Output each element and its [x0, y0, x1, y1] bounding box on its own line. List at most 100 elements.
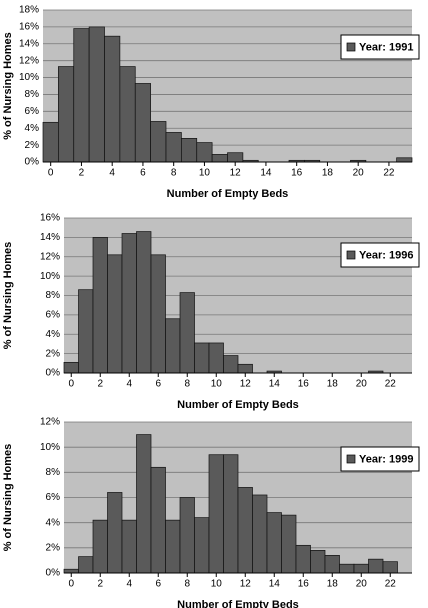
x-tick-label: 10 [199, 168, 211, 179]
bar [194, 517, 210, 574]
y-tick-label: 4% [46, 329, 61, 340]
bar [237, 487, 253, 574]
x-tick-label: 18 [327, 579, 339, 590]
bar [396, 157, 413, 163]
legend-swatch [346, 250, 356, 260]
legend-swatch [346, 42, 356, 52]
y-tick-label: 18% [19, 5, 39, 16]
y-axis-title: % of Nursing Homes [2, 32, 14, 140]
bar [73, 28, 90, 163]
bar [382, 561, 398, 574]
y-tick-label: 12% [19, 55, 39, 66]
x-tick-label: 14 [269, 579, 281, 590]
legend-swatch [346, 454, 356, 464]
bar [295, 544, 311, 574]
bar [121, 233, 137, 374]
x-axis-title: Number of Empty Beds [167, 188, 289, 200]
y-tick-label: 16% [40, 213, 60, 224]
x-tick-label: 4 [126, 379, 132, 390]
bar [92, 237, 108, 374]
x-tick-label: 12 [240, 379, 252, 390]
bar [165, 318, 181, 374]
bar [194, 342, 210, 374]
x-tick-label: 12 [230, 168, 242, 179]
y-tick-label: 16% [19, 22, 39, 33]
legend: Year: 1991 [340, 34, 420, 60]
x-tick-label: 8 [171, 168, 177, 179]
y-tick-label: 8% [46, 467, 61, 478]
y-tick-label: 2% [46, 542, 61, 553]
bar [324, 555, 340, 574]
y-tick-label: 0% [25, 157, 40, 168]
bar [252, 494, 268, 574]
y-tick-label: 4% [46, 517, 61, 528]
chart: 0% 2% 4% 6% 8% 10% 12% 0 2 4 6 8 10 12 14 16 18 20 22 Numbe… [2, 417, 420, 608]
bar [223, 454, 239, 574]
x-tick-label: 12 [240, 579, 252, 590]
x-tick-label: 18 [322, 168, 334, 179]
chart: 0% 2% 4% 6% 8% 10% 12% 14% 16% 18% 0 2 4 6 8 10 12 14 16 18… [2, 5, 420, 200]
x-tick-label: 10 [211, 579, 223, 590]
bar [107, 492, 123, 574]
y-tick-label: 0% [46, 568, 61, 579]
y-tick-label: 12% [40, 251, 60, 262]
bar [58, 66, 75, 163]
bar [104, 35, 121, 163]
x-tick-label: 22 [385, 379, 397, 390]
bar [237, 363, 253, 374]
x-tick-label: 2 [97, 579, 103, 590]
x-tick-label: 4 [126, 579, 132, 590]
bar [165, 519, 181, 574]
bar [63, 361, 79, 374]
x-tick-label: 20 [356, 579, 368, 590]
bar [136, 434, 152, 574]
bar [208, 342, 224, 374]
x-tick-label: 14 [260, 168, 272, 179]
x-tick-label: 10 [211, 379, 223, 390]
bar [368, 558, 384, 574]
y-tick-label: 10% [40, 271, 60, 282]
bar [196, 142, 213, 163]
bar [281, 514, 297, 574]
y-tick-label: 8% [46, 290, 61, 301]
x-tick-label: 0 [48, 168, 54, 179]
x-tick-label: 6 [155, 579, 161, 590]
legend: Year: 1996 [340, 242, 420, 268]
legend-label: Year: 1991 [359, 41, 413, 53]
x-tick-label: 22 [383, 168, 395, 179]
y-tick-label: 6% [46, 492, 61, 503]
y-tick-label: 6% [46, 310, 61, 321]
y-tick-label: 2% [46, 348, 61, 359]
bar [339, 563, 355, 574]
bar [223, 355, 239, 374]
x-tick-label: 20 [353, 168, 365, 179]
bar [107, 254, 123, 374]
bar [150, 121, 167, 163]
bar [179, 292, 195, 374]
x-tick-label: 18 [327, 379, 339, 390]
bar [119, 66, 136, 163]
x-tick-label: 6 [155, 379, 161, 390]
bar [179, 497, 195, 574]
chart: 0% 2% 4% 6% 8% 10% 12% 14% 16% 0 2 4 6 8 10 12 14 16 18 20 2… [2, 213, 420, 411]
x-axis-title: Number of Empty Beds [177, 399, 299, 411]
bar [63, 568, 79, 574]
y-tick-label: 8% [25, 89, 40, 100]
y-axis-title: % of Nursing Homes [2, 444, 14, 552]
x-tick-label: 4 [109, 168, 115, 179]
y-tick-label: 4% [25, 123, 40, 134]
y-tick-label: 6% [25, 106, 40, 117]
x-tick-label: 16 [298, 579, 310, 590]
bar [208, 454, 224, 574]
bar [165, 132, 182, 163]
x-tick-label: 8 [184, 379, 190, 390]
bar [88, 26, 105, 163]
bar [181, 138, 198, 163]
bar [92, 519, 108, 574]
bar [78, 556, 94, 574]
bar [266, 512, 282, 574]
y-tick-label: 2% [25, 140, 40, 151]
y-tick-label: 10% [40, 442, 60, 453]
x-tick-label: 0 [68, 579, 74, 590]
